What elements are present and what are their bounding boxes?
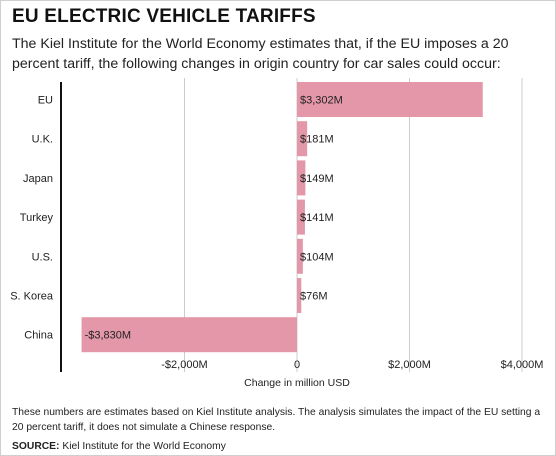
x-tick-label: $4,000M	[501, 359, 544, 371]
data-label: $3,302M	[300, 95, 343, 107]
bar	[297, 82, 483, 117]
category-label: China	[24, 330, 54, 342]
bar-chart: $3,302M$181M$149M$141M$104M$76M-$3,830M …	[10, 78, 543, 389]
bar	[297, 238, 303, 274]
bar	[297, 160, 306, 196]
category-label: Turkey	[20, 212, 54, 224]
bar	[297, 199, 305, 235]
source-text: Kiel Institute for the World Economy	[62, 441, 226, 452]
source-line: SOURCE: Kiel Institute for the World Eco…	[12, 441, 226, 452]
chart-title: EU ELECTRIC VEHICLE TARIFFS	[12, 6, 316, 27]
bars	[81, 82, 483, 353]
x-tick-label: $2,000M	[388, 359, 431, 371]
x-axis-title: Change in million USD	[244, 377, 350, 389]
category-label: EU	[38, 95, 53, 107]
data-label: $76M	[300, 291, 328, 303]
source-label: SOURCE:	[12, 441, 60, 452]
x-tick-labels: -$2,000M 0 $2,000M $4,000M	[161, 359, 543, 371]
data-label: $104M	[300, 251, 334, 263]
category-label: Japan	[23, 173, 53, 185]
x-tick-label: -$2,000M	[161, 359, 207, 371]
data-label: -$3,830M	[85, 330, 131, 342]
category-labels: EU U.K. Japan Turkey U.S. S. Korea China	[10, 95, 54, 342]
data-label: $149M	[300, 173, 334, 185]
data-label: $141M	[300, 212, 334, 224]
data-labels: $3,302M $181M $149M $141M $104M $76M -$3,830M	[85, 95, 343, 342]
category-label: U.K.	[32, 134, 53, 146]
chart-subtitle: The Kiel Institute for the World Economy…	[12, 36, 509, 72]
category-label: S. Korea	[10, 291, 54, 303]
bar	[297, 121, 308, 157]
bar	[81, 317, 297, 353]
data-label: $181M	[300, 134, 334, 146]
x-tick-label: 0	[294, 359, 300, 371]
bar	[297, 278, 302, 313]
footnote: These numbers are estimates based on Kie…	[12, 407, 541, 433]
category-label: U.S.	[32, 251, 53, 263]
